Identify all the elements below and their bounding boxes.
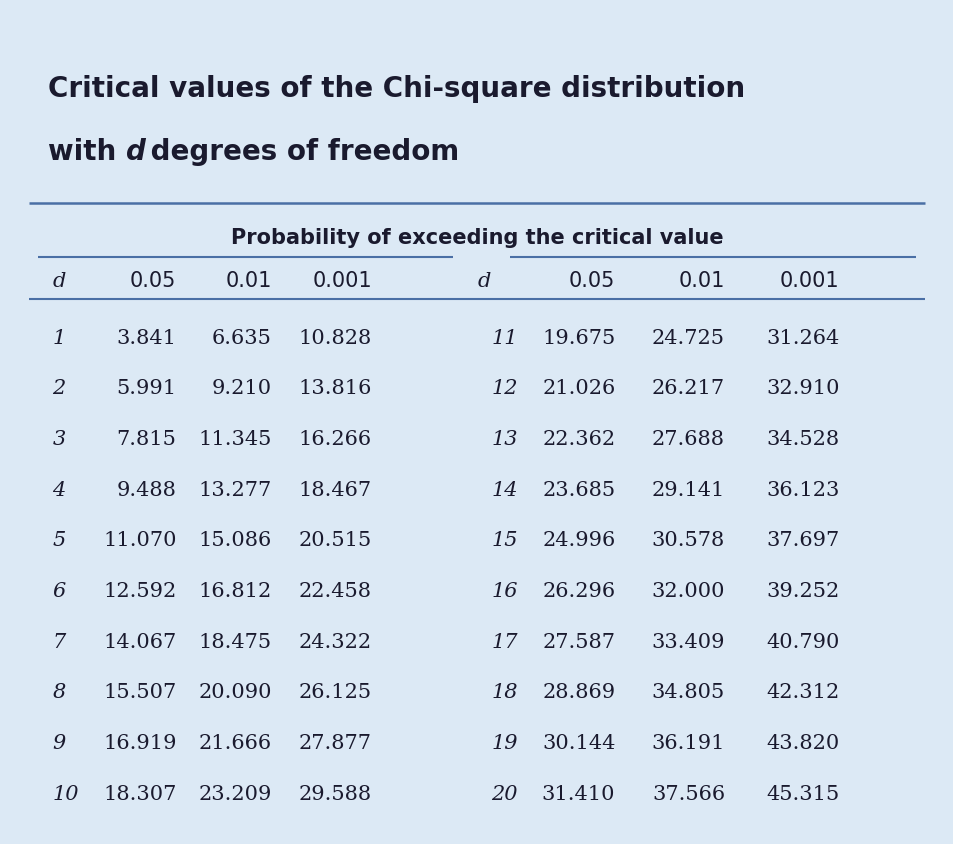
- Text: 37.697: 37.697: [765, 531, 839, 549]
- Text: 10: 10: [52, 784, 79, 803]
- Text: 4: 4: [52, 480, 66, 499]
- Text: 14.067: 14.067: [103, 632, 176, 651]
- Text: 26.217: 26.217: [651, 379, 724, 398]
- Text: 18.307: 18.307: [103, 784, 176, 803]
- Text: d: d: [126, 138, 146, 166]
- Text: 27.587: 27.587: [541, 632, 615, 651]
- Text: 0.01: 0.01: [678, 271, 724, 291]
- Text: 26.125: 26.125: [298, 683, 372, 701]
- Text: 22.362: 22.362: [541, 430, 615, 448]
- Text: 15.507: 15.507: [103, 683, 176, 701]
- Text: 23.685: 23.685: [541, 480, 615, 499]
- Text: 27.877: 27.877: [298, 733, 372, 752]
- Text: 42.312: 42.312: [765, 683, 839, 701]
- Text: 24.725: 24.725: [651, 328, 724, 347]
- Text: 5.991: 5.991: [116, 379, 176, 398]
- Text: 7: 7: [52, 632, 66, 651]
- Text: 26.296: 26.296: [541, 582, 615, 600]
- Text: 30.144: 30.144: [541, 733, 615, 752]
- Text: 18: 18: [491, 683, 517, 701]
- Text: Critical values of the Chi-square distribution: Critical values of the Chi-square distri…: [48, 74, 744, 103]
- Text: 16.266: 16.266: [298, 430, 372, 448]
- Text: 1: 1: [52, 328, 66, 347]
- Text: 9.488: 9.488: [116, 480, 176, 499]
- Text: 33.409: 33.409: [651, 632, 724, 651]
- Text: 9: 9: [52, 733, 66, 752]
- Text: 19.675: 19.675: [541, 328, 615, 347]
- Text: 3.841: 3.841: [116, 328, 176, 347]
- Text: 6: 6: [52, 582, 66, 600]
- Text: 0.01: 0.01: [225, 271, 272, 291]
- Text: 3: 3: [52, 430, 66, 448]
- Text: 32.000: 32.000: [651, 582, 724, 600]
- Text: 17: 17: [491, 632, 517, 651]
- Text: 0.001: 0.001: [312, 271, 372, 291]
- Text: 16.919: 16.919: [103, 733, 176, 752]
- Text: 45.315: 45.315: [765, 784, 839, 803]
- Text: Probability of exceeding the critical value: Probability of exceeding the critical va…: [231, 228, 722, 248]
- Text: 34.528: 34.528: [765, 430, 839, 448]
- Text: 28.869: 28.869: [541, 683, 615, 701]
- Text: 31.264: 31.264: [765, 328, 839, 347]
- Text: 29.141: 29.141: [651, 480, 724, 499]
- Text: 37.566: 37.566: [651, 784, 724, 803]
- Text: 11.345: 11.345: [198, 430, 272, 448]
- Text: 13: 13: [491, 430, 517, 448]
- Text: 24.996: 24.996: [541, 531, 615, 549]
- Text: 13.816: 13.816: [298, 379, 372, 398]
- Text: 0.05: 0.05: [568, 271, 615, 291]
- Text: 29.588: 29.588: [298, 784, 372, 803]
- Text: 8: 8: [52, 683, 66, 701]
- Text: d: d: [477, 272, 491, 290]
- Text: 15.086: 15.086: [198, 531, 272, 549]
- Text: 13.277: 13.277: [198, 480, 272, 499]
- Text: 20.090: 20.090: [198, 683, 272, 701]
- Text: 12: 12: [491, 379, 517, 398]
- Text: 7.815: 7.815: [116, 430, 176, 448]
- Text: 16: 16: [491, 582, 517, 600]
- Text: 36.191: 36.191: [651, 733, 724, 752]
- Text: 15: 15: [491, 531, 517, 549]
- Text: 32.910: 32.910: [765, 379, 839, 398]
- Text: 36.123: 36.123: [765, 480, 839, 499]
- Text: 5: 5: [52, 531, 66, 549]
- Text: 11.070: 11.070: [103, 531, 176, 549]
- Text: degrees of freedom: degrees of freedom: [141, 138, 459, 166]
- Text: 34.805: 34.805: [651, 683, 724, 701]
- Text: 31.410: 31.410: [541, 784, 615, 803]
- Text: 14: 14: [491, 480, 517, 499]
- Text: with: with: [48, 138, 126, 166]
- Text: 21.026: 21.026: [541, 379, 615, 398]
- Text: 19: 19: [491, 733, 517, 752]
- Text: 23.209: 23.209: [198, 784, 272, 803]
- Text: d: d: [52, 272, 66, 290]
- Text: 10.828: 10.828: [298, 328, 372, 347]
- Text: 18.467: 18.467: [298, 480, 372, 499]
- Text: 16.812: 16.812: [198, 582, 272, 600]
- Text: 22.458: 22.458: [298, 582, 372, 600]
- Text: 6.635: 6.635: [212, 328, 272, 347]
- Text: 43.820: 43.820: [765, 733, 839, 752]
- Text: 27.688: 27.688: [651, 430, 724, 448]
- Text: 24.322: 24.322: [298, 632, 372, 651]
- Text: 20: 20: [491, 784, 517, 803]
- Text: 0.001: 0.001: [779, 271, 839, 291]
- Text: 40.790: 40.790: [765, 632, 839, 651]
- Text: 21.666: 21.666: [198, 733, 272, 752]
- Text: 11: 11: [491, 328, 517, 347]
- Text: 39.252: 39.252: [765, 582, 839, 600]
- Text: 0.05: 0.05: [130, 271, 176, 291]
- Text: 18.475: 18.475: [198, 632, 272, 651]
- Text: 30.578: 30.578: [651, 531, 724, 549]
- Text: 9.210: 9.210: [212, 379, 272, 398]
- Text: 20.515: 20.515: [298, 531, 372, 549]
- Text: 2: 2: [52, 379, 66, 398]
- Text: 12.592: 12.592: [103, 582, 176, 600]
